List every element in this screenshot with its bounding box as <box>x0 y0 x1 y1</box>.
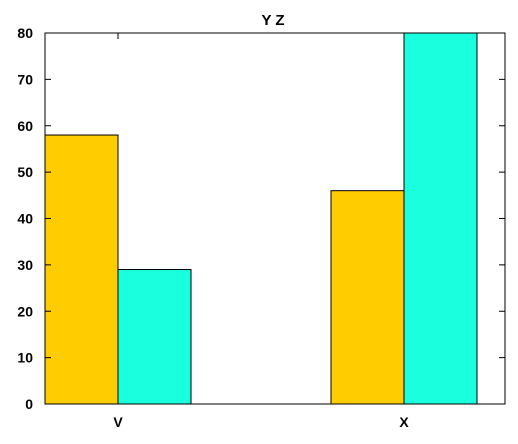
y-tick-label: 30 <box>17 257 33 273</box>
x-tick-label: X <box>399 414 409 430</box>
bar-x-series-1 <box>330 190 405 405</box>
y-tick-label: 10 <box>17 350 33 366</box>
axes-layer: 0 10 20 30 40 50 60 70 80 V X <box>17 25 505 430</box>
bar-v-series-2 <box>117 269 192 405</box>
chart-title: Y Z <box>261 12 284 29</box>
bar-v-series-1 <box>44 134 119 405</box>
bars-layer <box>44 32 478 405</box>
y-tick-label: 0 <box>25 396 33 412</box>
y-tick-label: 40 <box>17 211 33 227</box>
bar-x-series-2 <box>403 32 478 405</box>
y-tick-label: 80 <box>17 25 33 41</box>
y-tick-label: 50 <box>17 164 33 180</box>
x-tick-label: V <box>113 414 123 430</box>
y-tick-label: 60 <box>17 118 33 134</box>
y-tick-label: 20 <box>17 303 33 319</box>
y-tick-label: 70 <box>17 71 33 87</box>
